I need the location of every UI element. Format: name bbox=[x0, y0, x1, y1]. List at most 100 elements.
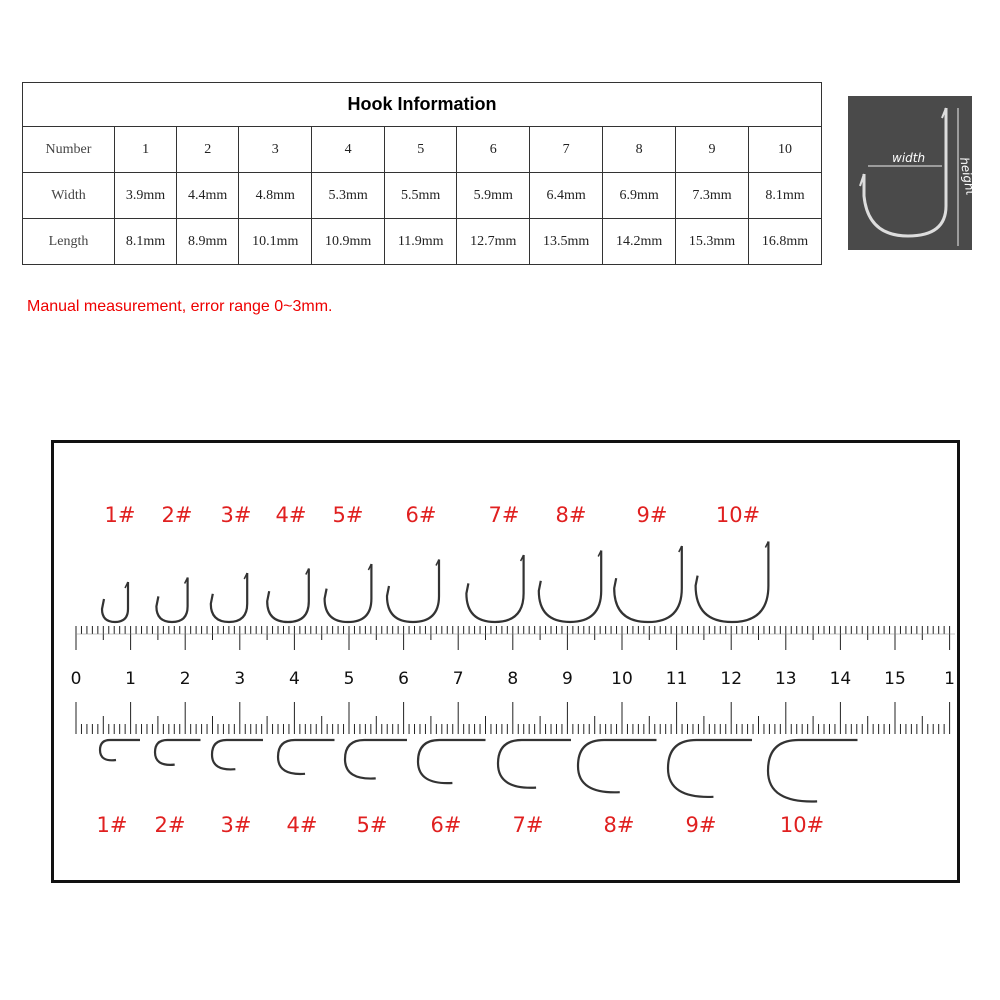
width-label: width bbox=[892, 151, 925, 165]
hook-bottom-4 bbox=[276, 738, 335, 776]
hook-eye bbox=[678, 545, 683, 553]
hook-eye bbox=[597, 550, 602, 557]
hook-info-table: Hook Information Number 1 2 3 4 5 6 7 8 9 10 Width… bbox=[22, 82, 822, 265]
hook-eye bbox=[243, 572, 248, 580]
top-hook-label: 9# bbox=[637, 503, 668, 527]
table-cell: 12.7mm bbox=[456, 218, 531, 265]
hook-bottom-5 bbox=[343, 738, 407, 780]
ruler-label: 5 bbox=[344, 669, 355, 689]
table-cell: 10.1mm bbox=[238, 218, 313, 265]
hook-eye bbox=[435, 559, 440, 566]
table-row-length: Length 8.1mm 8.9mm 10.1mm 10.9mm 11.9mm 12.7mm… bbox=[22, 218, 822, 265]
table-cell: 8.1mm bbox=[748, 172, 822, 219]
ruler-label: 9 bbox=[562, 669, 573, 689]
ruler-label: 3 bbox=[234, 669, 245, 689]
hook-top-7 bbox=[465, 555, 525, 624]
bottom-hook-label: 10# bbox=[780, 813, 824, 837]
hook-top-3 bbox=[209, 573, 249, 624]
table-cell: 5.9mm bbox=[456, 172, 531, 219]
hook-eye bbox=[305, 568, 310, 575]
hook-size-chart-frame bbox=[51, 440, 960, 883]
bottom-hook-label: 2# bbox=[155, 813, 186, 837]
ruler-label: 15 bbox=[884, 669, 906, 689]
hook-top-8 bbox=[537, 550, 603, 624]
hook-bottom-6 bbox=[416, 738, 486, 785]
top-hook-label: 3# bbox=[221, 503, 252, 527]
table-row-number: Number 1 2 3 4 5 6 7 8 9 10 bbox=[22, 126, 822, 173]
top-hook-label: 4# bbox=[276, 503, 307, 527]
table-cell: 3.9mm bbox=[113, 172, 178, 219]
top-hook-label: 5# bbox=[333, 503, 364, 527]
table-cell: 4.8mm bbox=[238, 172, 313, 219]
top-hook-label: 2# bbox=[162, 503, 193, 527]
hook-bottom-8 bbox=[576, 738, 657, 794]
ruler-label: 14 bbox=[830, 669, 852, 689]
table-cell: 15.3mm bbox=[675, 218, 750, 265]
ruler-label: 7 bbox=[453, 669, 464, 689]
bottom-hook-label: 8# bbox=[604, 813, 635, 837]
hook-top-9 bbox=[613, 546, 683, 624]
top-hook-label: 8# bbox=[556, 503, 587, 527]
bottom-hook-label: 5# bbox=[357, 813, 388, 837]
hook-eye bbox=[764, 541, 770, 548]
row-header: Length bbox=[22, 218, 115, 265]
bottom-hook-label: 7# bbox=[513, 813, 544, 837]
table-title: Hook Information bbox=[22, 82, 822, 127]
table-cell: 6 bbox=[456, 126, 531, 173]
hook-top-2 bbox=[155, 577, 189, 624]
hook-top-6 bbox=[385, 559, 441, 624]
ruler-label: 4 bbox=[289, 669, 300, 689]
ruler-label: 1 bbox=[944, 669, 955, 689]
hook-eye bbox=[124, 581, 129, 589]
table-row-width: Width 3.9mm 4.4mm 4.8mm 5.3mm 5.5mm 5.9mm 6.4mm… bbox=[22, 172, 822, 219]
hook-bottom-2 bbox=[153, 738, 201, 766]
table-cell: 10 bbox=[748, 126, 822, 173]
bottom-hook-label: 3# bbox=[221, 813, 252, 837]
hook-eye bbox=[519, 554, 525, 562]
table-cell: 11.9mm bbox=[384, 218, 458, 265]
hook-top-10 bbox=[694, 541, 770, 624]
hook-eye bbox=[367, 563, 373, 571]
bottom-hook-label: 6# bbox=[431, 813, 462, 837]
ruler-label: 2 bbox=[180, 669, 191, 689]
table-cell: 16.8mm bbox=[748, 218, 822, 265]
table-cell: 14.2mm bbox=[602, 218, 677, 265]
table-cell: 4.4mm bbox=[176, 172, 240, 219]
hook-bottom-9 bbox=[666, 738, 752, 798]
ruler-label: 0 bbox=[71, 669, 82, 689]
ruler-label: 11 bbox=[666, 669, 688, 689]
ruler-label: 12 bbox=[720, 669, 742, 689]
bottom-hook-label: 9# bbox=[686, 813, 717, 837]
measurement-note: Manual measurement, error range 0~3mm. bbox=[27, 298, 333, 315]
bottom-hook-label: 4# bbox=[287, 813, 318, 837]
row-header: Number bbox=[22, 126, 115, 173]
top-hook-label: 10# bbox=[716, 503, 760, 527]
ruler-label: 1 bbox=[125, 669, 136, 689]
table-cell: 7.3mm bbox=[675, 172, 750, 219]
hook-eye bbox=[183, 577, 189, 584]
table-cell: 5.5mm bbox=[384, 172, 458, 219]
table-cell: 8 bbox=[602, 126, 677, 173]
table-cell: 5.3mm bbox=[311, 172, 386, 219]
top-hook-label: 6# bbox=[406, 503, 437, 527]
top-hook-label: 1# bbox=[105, 503, 136, 527]
row-header: Width bbox=[22, 172, 115, 219]
table-cell: 13.5mm bbox=[529, 218, 604, 265]
hook-top-4 bbox=[266, 568, 310, 624]
bottom-hook-label: 1# bbox=[97, 813, 128, 837]
hook-bottom-1 bbox=[98, 738, 140, 762]
top-hook-label: 7# bbox=[489, 503, 520, 527]
table-cell: 5 bbox=[384, 126, 458, 173]
table-cell: 10.9mm bbox=[311, 218, 386, 265]
hook-bottom-3 bbox=[210, 738, 263, 771]
table-cell: 4 bbox=[311, 126, 386, 173]
ruler-label: 6 bbox=[398, 669, 409, 689]
ruler-label: 13 bbox=[775, 669, 797, 689]
table-cell: 9 bbox=[675, 126, 750, 173]
ruler-label: 8 bbox=[507, 669, 518, 689]
hook-bottom-7 bbox=[496, 738, 571, 789]
hook-top-5 bbox=[323, 564, 373, 624]
hook-top-1 bbox=[100, 582, 130, 624]
hook-bottom-10 bbox=[766, 738, 858, 803]
